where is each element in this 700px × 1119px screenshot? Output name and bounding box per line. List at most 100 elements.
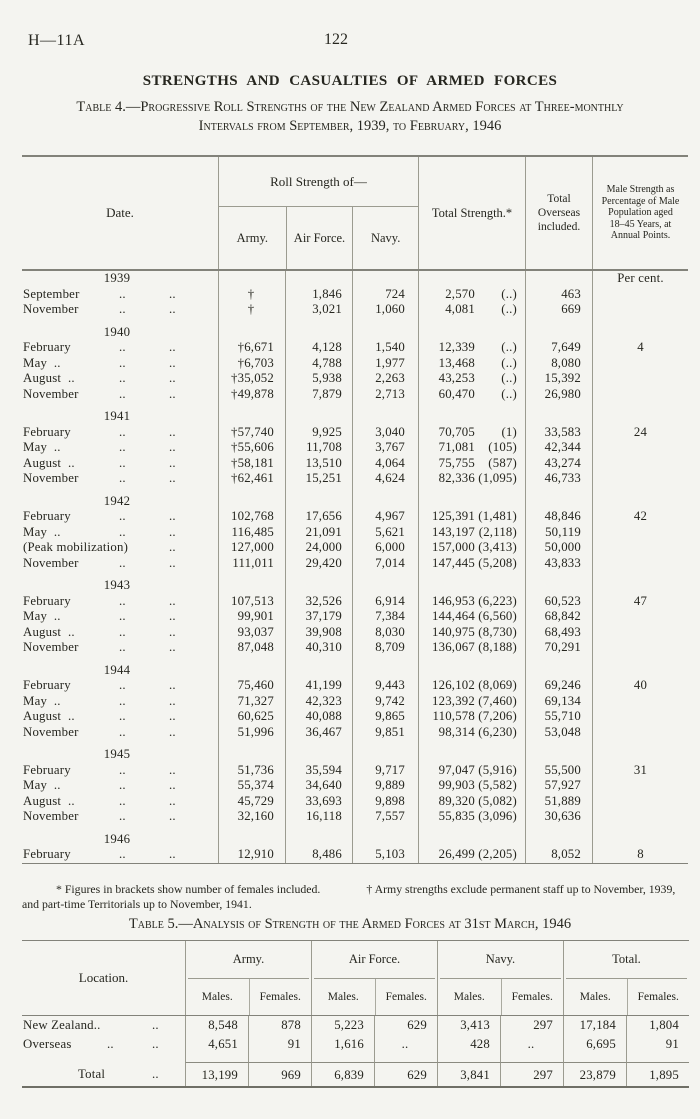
army-cell: † [218,286,285,302]
total-strength-value: 136,067 [432,640,475,654]
total-strength-cell: 110,578 (7,206) [418,709,525,725]
value-cell: 3,413 [437,1016,500,1035]
table4-year-row: 1939 Per cent. [22,271,688,287]
date-cell: February.... [22,594,218,610]
army-cell: †6,703 [218,355,285,371]
total-strength-cell [418,317,525,325]
air-force-cell: 1,846 [285,286,352,302]
total-strength-cell: 126,102 (8,069) [418,678,525,694]
overseas-cell [525,831,592,847]
date-cell: August ...... [22,709,218,725]
date-cell: November.... [22,640,218,656]
date-cell: November.... [22,556,218,572]
date-cell: 1943 [22,578,218,594]
air-force-cell: 5,938 [285,371,352,387]
females-bracket-value: (7,460) [478,693,517,708]
navy-cell: 3,767 [352,440,418,456]
dot-leader: .. [169,640,176,654]
total-strength-value: 55,835 [438,809,475,823]
percent-cell: 40 [592,678,688,694]
year-label: 1943 [103,578,131,592]
total-strength-cell: 12,339 (..) [418,340,525,356]
table4-data-row: August ...... †35,052 5,938 2,263 43,253 (..)… [22,371,688,387]
table5-header: Location. Army. Males. Females. Air Forc… [22,940,689,1016]
date-header: Date. [106,205,134,220]
dot-leader: .. [119,693,126,708]
dot-leader: .. [152,1067,159,1081]
army-cell [218,486,285,494]
navy-cell [352,662,418,678]
percent-cell [592,578,688,594]
navy-cell: 5,621 [352,524,418,540]
air-force-cell [285,493,352,509]
date-label: August .. [23,793,75,808]
females-bracket-value: (2,118) [478,524,517,539]
table4-year-row: 1942 [22,493,688,509]
total-overseas-header: Total Overseas included. [525,157,592,269]
table5-total-row: Total.. 13,199 969 6,839 629 3,841 297 23,879 1,… [22,1062,689,1086]
navy-cell: 6,000 [352,540,418,556]
dot-leader: .. [119,340,126,354]
date-label: November [23,555,79,570]
percent-cell [592,317,688,325]
percent-cell [592,555,688,571]
navy-cell: 3,040 [352,424,418,440]
overseas-cell [525,747,592,763]
navy-cell [352,740,418,747]
date-label: February [23,340,71,354]
dot-leader: .. [119,455,126,470]
total-strength-value: 75,755 [438,455,475,470]
value-cell: 6,695 [563,1035,626,1054]
percent-cell [592,571,688,578]
females-bracket-value: (6,560) [478,609,517,623]
army-cell: †58,181 [218,455,285,471]
navy-cell: 8,030 [352,624,418,640]
total-strength-cell [418,402,525,409]
date-label: February [23,509,71,523]
dot-leader: .. [119,793,126,808]
value-cell: 4,651 [185,1035,248,1054]
dot-leader: .. [119,286,126,301]
table4-data-row: May ...... †6,703 4,788 1,977 13,468 (..) 8,08… [22,355,688,371]
percent-cell [592,655,688,663]
overseas-cell [525,486,592,494]
army-header: Army. [236,230,269,245]
date-label: February [23,847,71,861]
total-strength-cell [418,662,525,678]
dot-leader: .. [169,762,176,777]
army-cell: 45,729 [218,793,285,809]
navy-cell [352,409,418,425]
overseas-cell: 43,274 [525,455,592,471]
total-strength-value: 89,320 [438,793,475,808]
value-cell: 629 [374,1062,437,1086]
footnote-star: * Figures in brackets show number of fem… [56,881,321,896]
dot-leader: .. [169,540,176,554]
females-bracket-value: (..) [501,371,517,385]
overseas-cell: 50,000 [525,540,592,556]
percent-cell: 8 [592,847,688,863]
dot-leader: .. [169,593,176,608]
navy-cell [352,571,418,578]
dot-leader: .. [119,424,126,439]
air-force-cell: 29,420 [285,555,352,571]
total-strength-cell [418,824,525,832]
value-cell [185,1054,248,1062]
value-cell: 1,895 [626,1062,689,1086]
table4-body: 1939 Per cent. September.... † 1,846 724 2,570… [22,271,688,864]
females-header: Females. [374,979,438,1015]
dot-leader: .. [119,709,126,723]
air-force-cell: 24,000 [285,540,352,556]
air-force-cell: 4,128 [285,340,352,356]
total-strength-value: 43,253 [438,371,475,385]
page-title: STRENGTHS AND CASUALTIES OF ARMED FORCES [142,73,558,89]
navy-cell: 724 [352,286,418,302]
total-strength-cell: 2,570 (..) [418,286,525,302]
overseas-cell: 15,392 [525,371,592,387]
location-cell: Overseas.... [22,1035,185,1054]
location-header: Location. [78,970,129,985]
total-strength-cell [418,571,525,578]
percent-cell [592,824,688,832]
table4-gap-row [22,655,688,663]
table4-data-row: (Peak mobilization).. 127,000 24,000 6,000 1… [22,540,688,556]
date-label: November [23,724,79,739]
